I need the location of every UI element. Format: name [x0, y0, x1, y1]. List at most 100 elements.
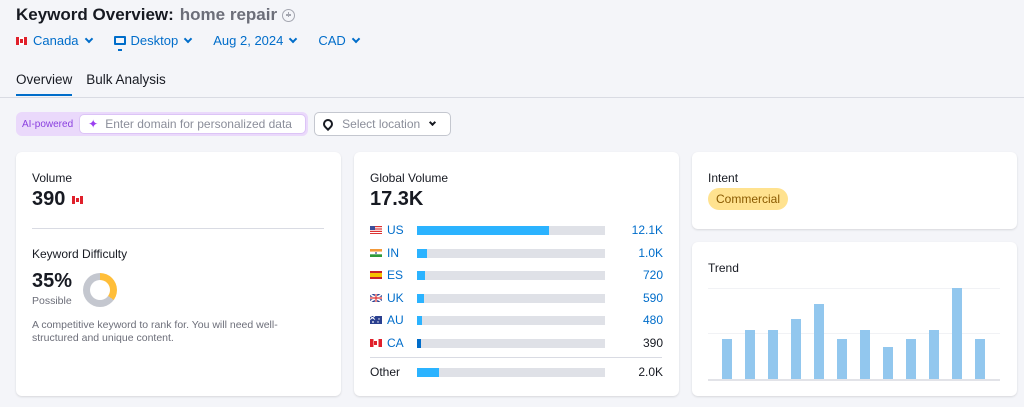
country-code: IN: [387, 246, 399, 260]
other-label: Other: [370, 365, 401, 379]
trend-bar[interactable]: [860, 329, 870, 379]
trend-bar[interactable]: [906, 338, 916, 379]
domain-placeholder: Enter domain for personalized data: [105, 117, 292, 131]
global-volume-value: 17.3K: [370, 188, 424, 210]
country-row-us[interactable]: US 12.1K: [370, 222, 663, 238]
currency-filter[interactable]: CAD: [318, 33, 361, 48]
flag-uk-icon: [370, 294, 382, 302]
country-code: AU: [387, 313, 404, 327]
intent-label: Intent: [708, 171, 739, 185]
tab-bulk-analysis[interactable]: Bulk Analysis: [86, 72, 166, 87]
country-code: ES: [387, 268, 404, 282]
volume-bar: [417, 315, 605, 325]
trend-chart: [708, 288, 1000, 381]
volume-value-row: 390: [32, 188, 84, 211]
sparkle-icon: ✦: [88, 117, 99, 131]
volume-bar: [417, 293, 605, 303]
volume-value: 390: [32, 188, 66, 210]
location-select[interactable]: Select location: [314, 112, 452, 136]
other-volume: 2.0K: [638, 365, 663, 379]
country-volume: 590: [642, 291, 663, 305]
add-keyword-icon[interactable]: [282, 8, 296, 22]
chevron-down-icon: [429, 118, 437, 127]
country-row-es[interactable]: ES 720: [370, 267, 663, 283]
location-placeholder: Select location: [342, 117, 421, 131]
flag-us-icon: [370, 226, 382, 234]
trend-bar[interactable]: [745, 329, 755, 379]
country-volume: 12.1K: [631, 223, 663, 237]
trend-card: Trend: [692, 242, 1017, 396]
country-row-au[interactable]: AU 480: [370, 312, 663, 328]
volume-bar: [417, 367, 605, 377]
trend-bar[interactable]: [837, 338, 847, 379]
trend-bar[interactable]: [722, 338, 732, 379]
kd-description: A competitive keyword to rank for. You w…: [32, 319, 278, 344]
country-row-ca[interactable]: CA 390: [370, 335, 663, 351]
monitor-icon: [113, 36, 126, 51]
country-row-uk[interactable]: UK 590: [370, 290, 663, 306]
country-volume: 390: [642, 336, 663, 350]
flag-ca-icon: [72, 195, 84, 204]
intent-badge: Commercial: [708, 188, 789, 210]
country-volume: 1.0K: [638, 246, 663, 260]
page-title: Keyword Overview: home repair: [16, 5, 296, 25]
trend-bar[interactable]: [768, 329, 778, 379]
chevron-down-icon: [184, 34, 193, 44]
country-label: Canada: [33, 33, 79, 48]
volume-label: Volume: [32, 171, 73, 185]
ai-powered-badge: AI-powered: [22, 118, 74, 130]
country-volume: 480: [642, 313, 663, 327]
volume-bar: [417, 338, 605, 348]
country-row-in[interactable]: IN 1.0K: [370, 245, 663, 261]
chevron-down-icon: [351, 34, 361, 44]
device-filter[interactable]: Desktop: [113, 33, 193, 51]
domain-input[interactable]: ✦ Enter domain for personalized data: [79, 114, 307, 134]
flag-au-icon: [370, 316, 382, 324]
chevron-down-icon: [84, 34, 93, 44]
ai-domain-box: AI-powered ✦ Enter domain for personaliz…: [16, 112, 309, 136]
trend-label: Trend: [708, 261, 739, 275]
intent-card: Intent Commercial: [692, 152, 1017, 229]
tab-overview[interactable]: Overview: [16, 72, 73, 96]
flag-in-icon: [370, 249, 382, 257]
global-volume-card: Global Volume 17.3K US 12.1K IN 1.0K ES …: [354, 152, 679, 396]
country-code: US: [387, 223, 404, 237]
trend-bar[interactable]: [975, 338, 985, 379]
country-code: CA: [387, 336, 404, 350]
trend-bar[interactable]: [883, 347, 893, 379]
trend-bar[interactable]: [814, 304, 824, 379]
divider: [32, 228, 324, 229]
flag-ca-icon: [16, 36, 27, 45]
volume-bar: [417, 248, 605, 258]
volume-bar: [417, 270, 605, 280]
country-filter[interactable]: Canada: [16, 33, 93, 48]
flag-es-icon: [370, 271, 382, 279]
title-text: Keyword Overview:: [16, 5, 174, 24]
trend-bar[interactable]: [929, 329, 939, 379]
currency-label: CAD: [318, 33, 346, 48]
volume-card: Volume 390 Keyword Difficulty 35% Possib…: [16, 152, 341, 396]
kd-value: 35%: [32, 270, 73, 292]
country-code: UK: [387, 291, 404, 305]
trend-bar[interactable]: [791, 318, 801, 379]
kd-donut-chart: [83, 273, 117, 307]
chevron-down-icon: [289, 34, 298, 44]
kd-label: Keyword Difficulty: [32, 247, 128, 261]
keyword-text: home repair: [179, 5, 278, 24]
date-label: Aug 2, 2024: [213, 33, 284, 48]
ai-bar: AI-powered ✦ Enter domain for personaliz…: [16, 112, 452, 136]
date-filter[interactable]: Aug 2, 2024: [213, 33, 298, 48]
flag-ca-icon: [370, 339, 382, 347]
page-header: Keyword Overview: home repair Canada Des…: [0, 0, 1024, 98]
device-label: Desktop: [130, 33, 179, 48]
filter-bar: Canada Desktop Aug 2, 2024 CAD: [16, 33, 381, 51]
location-pin-icon: [321, 116, 336, 132]
trend-bar[interactable]: [952, 288, 962, 379]
country-volume: 720: [642, 268, 663, 282]
country-row-other: Other 2.0K: [370, 364, 663, 380]
volume-bar: [417, 225, 605, 235]
tab-bar: Overview Bulk Analysis: [16, 72, 180, 96]
kd-status: Possible: [32, 295, 72, 307]
divider: [370, 357, 662, 358]
global-volume-label: Global Volume: [370, 171, 449, 185]
